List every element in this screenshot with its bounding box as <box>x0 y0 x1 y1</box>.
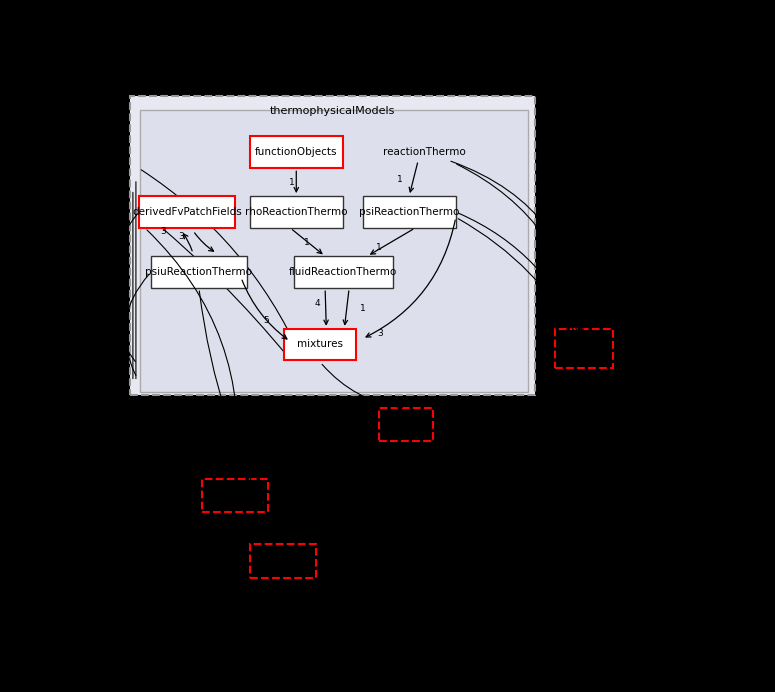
Text: functionObjects: functionObjects <box>255 147 338 157</box>
FancyBboxPatch shape <box>363 196 456 228</box>
FancyBboxPatch shape <box>250 545 316 578</box>
FancyBboxPatch shape <box>250 196 343 228</box>
FancyBboxPatch shape <box>130 96 536 394</box>
FancyBboxPatch shape <box>379 408 433 441</box>
Text: 1: 1 <box>288 178 294 187</box>
Text: 3: 3 <box>377 329 384 338</box>
Text: 1: 1 <box>377 243 382 252</box>
Text: 1: 1 <box>398 175 403 184</box>
Text: 3: 3 <box>160 227 166 236</box>
Text: psiuReactionThermo: psiuReactionThermo <box>146 267 253 277</box>
Text: 1: 1 <box>360 304 365 313</box>
Text: fluidReactionThermo: fluidReactionThermo <box>289 267 398 277</box>
FancyBboxPatch shape <box>555 329 614 367</box>
FancyBboxPatch shape <box>294 256 393 288</box>
FancyBboxPatch shape <box>250 136 343 168</box>
Text: rhoReactionThermo: rhoReactionThermo <box>245 207 347 217</box>
FancyBboxPatch shape <box>140 110 528 392</box>
Text: 4: 4 <box>315 299 320 308</box>
FancyBboxPatch shape <box>139 196 235 228</box>
Text: 3: 3 <box>545 327 550 336</box>
Text: 1: 1 <box>542 320 549 329</box>
Text: 3: 3 <box>178 233 184 242</box>
Text: derivedFvPatchFields: derivedFvPatchFields <box>132 207 242 217</box>
Text: 5: 5 <box>264 316 269 325</box>
FancyBboxPatch shape <box>151 256 247 288</box>
FancyBboxPatch shape <box>284 329 356 360</box>
Text: 1: 1 <box>305 237 310 246</box>
Text: reactionThermo: reactionThermo <box>383 147 466 157</box>
Text: psiReactionThermo: psiReactionThermo <box>359 207 460 217</box>
FancyBboxPatch shape <box>202 479 268 512</box>
Text: thermophysicalModels: thermophysicalModels <box>270 106 395 116</box>
Text: mixtures: mixtures <box>298 339 343 349</box>
